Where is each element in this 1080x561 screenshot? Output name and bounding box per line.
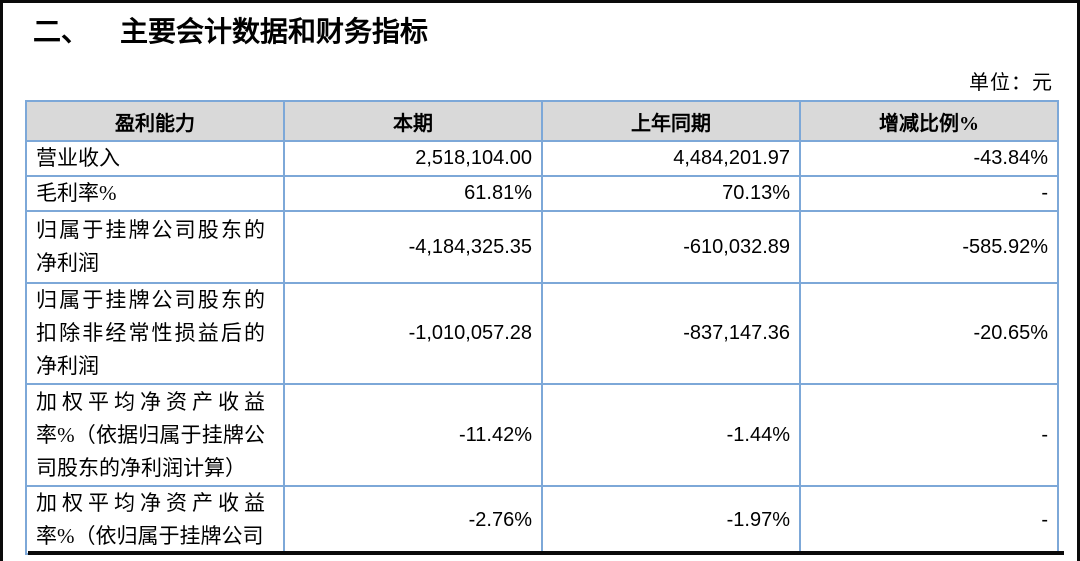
- page-bottom-edge: [28, 551, 1064, 555]
- row-current-value: -11.42%: [283, 383, 543, 487]
- table-row-clipped: 加权平均净资产收益 率%（依归属于挂牌公司 -2.76% -1.97% -: [25, 485, 1059, 555]
- row-label: 营业收入: [25, 140, 285, 177]
- row-prior-value: 70.13%: [541, 175, 801, 212]
- row-prior-value: -1.44%: [541, 383, 801, 487]
- header-prior-period: 上年同期: [541, 100, 801, 142]
- table-row: 加权平均净资产收益 率%（依据归属于挂牌公 司股东的净利润计算） -11.42%…: [25, 383, 1059, 487]
- row-prior-value: 4,484,201.97: [541, 140, 801, 177]
- header-profitability: 盈利能力: [25, 100, 285, 142]
- table-row: 营业收入 2,518,104.00 4,484,201.97 -43.84%: [25, 140, 1059, 177]
- row-label: 归属于挂牌公司股东的 净利润: [25, 210, 285, 284]
- row-change-value: -43.84%: [799, 140, 1059, 177]
- row-label: 毛利率%: [25, 175, 285, 212]
- row-change-value: -: [799, 383, 1059, 487]
- unit-label: 单位：元: [969, 72, 1053, 94]
- row-prior-value: -610,032.89: [541, 210, 801, 284]
- row-change-value: -20.65%: [799, 282, 1059, 385]
- table-row: 归属于挂牌公司股东的 净利润 -4,184,325.35 -610,032.89…: [25, 210, 1059, 284]
- row-change-value: -: [799, 175, 1059, 212]
- row-prior-value: -1.97%: [541, 485, 801, 555]
- header-change-ratio: 增减比例%: [799, 100, 1059, 142]
- table-row: 毛利率% 61.81% 70.13% -: [25, 175, 1059, 212]
- row-label: 加权平均净资产收益 率%（依归属于挂牌公司: [25, 485, 285, 555]
- row-label: 加权平均净资产收益 率%（依据归属于挂牌公 司股东的净利润计算）: [25, 383, 285, 487]
- row-current-value: 2,518,104.00: [283, 140, 543, 177]
- section-title: 二、 主要会计数据和财务指标: [33, 16, 428, 50]
- row-current-value: -4,184,325.35: [283, 210, 543, 284]
- section-number: 二、: [33, 17, 90, 48]
- row-change-value: -585.92%: [799, 210, 1059, 284]
- row-current-value: -2.76%: [283, 485, 543, 555]
- section-title-text: 主要会计数据和财务指标: [120, 17, 429, 48]
- table-header-row: 盈利能力 本期 上年同期 增减比例%: [25, 100, 1059, 142]
- row-change-value: -: [799, 485, 1059, 555]
- row-label: 归属于挂牌公司股东的 扣除非经常性损益后的 净利润: [25, 282, 285, 385]
- header-current-period: 本期: [283, 100, 543, 142]
- table-row: 归属于挂牌公司股东的 扣除非经常性损益后的 净利润 -1,010,057.28 …: [25, 282, 1059, 385]
- row-current-value: -1,010,057.28: [283, 282, 543, 385]
- financial-indicators-table: 盈利能力 本期 上年同期 增减比例% 营业收入 2,518,104.00 4,4…: [25, 100, 1059, 555]
- row-current-value: 61.81%: [283, 175, 543, 212]
- row-prior-value: -837,147.36: [541, 282, 801, 385]
